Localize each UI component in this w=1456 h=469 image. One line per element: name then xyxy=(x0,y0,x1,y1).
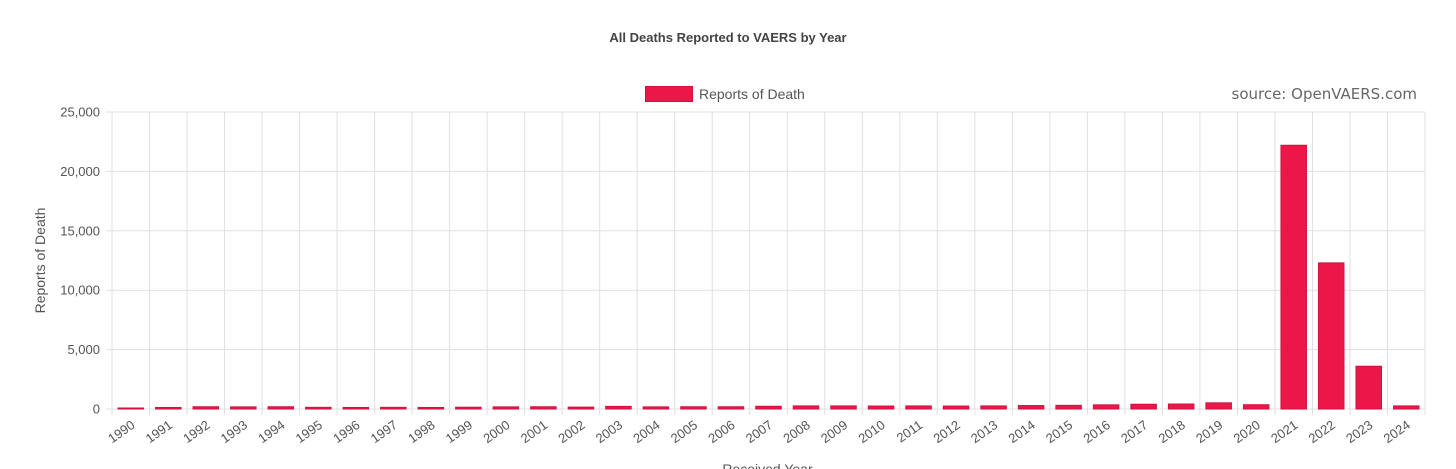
x-tick-label: 1990 xyxy=(105,417,137,446)
x-tick-label: 2000 xyxy=(480,417,512,446)
bar-1991[interactable] xyxy=(155,406,182,410)
x-tick-label: 2020 xyxy=(1231,417,1263,446)
bar-2010[interactable] xyxy=(867,405,895,410)
x-tick-label: 2019 xyxy=(1193,417,1225,446)
bar-2017[interactable] xyxy=(1130,403,1157,410)
bar-1992[interactable] xyxy=(192,406,220,410)
x-tick-label: 2005 xyxy=(668,417,700,446)
y-axis-title: Reports of Death xyxy=(32,208,48,314)
bar-2000[interactable] xyxy=(492,406,520,410)
x-tick-label: 1996 xyxy=(330,417,362,446)
grid-layer xyxy=(106,111,1426,415)
bar-1990[interactable] xyxy=(117,407,145,410)
y-tick-label: 20,000 xyxy=(60,164,100,179)
x-tick-label: 2017 xyxy=(1118,417,1150,446)
bar-2016[interactable] xyxy=(1092,404,1120,410)
bar-2019[interactable] xyxy=(1205,402,1232,410)
bar-1996[interactable] xyxy=(342,406,370,410)
bar-2023[interactable] xyxy=(1355,365,1382,410)
x-tick-label: 2015 xyxy=(1043,417,1075,446)
y-tick-label: 0 xyxy=(93,402,100,417)
x-tick-label: 2012 xyxy=(930,417,962,446)
bar-2008[interactable] xyxy=(792,405,820,410)
bar-2012[interactable] xyxy=(942,405,970,410)
x-tick-label: 1997 xyxy=(368,417,400,446)
x-tick-label: 2022 xyxy=(1306,417,1338,446)
bar-1998[interactable] xyxy=(417,406,445,410)
x-tick-label: 2011 xyxy=(894,417,926,445)
x-tick-label: 1998 xyxy=(405,417,437,446)
source-note: source: OpenVAERS.com xyxy=(1231,85,1418,103)
x-tick-label: 2018 xyxy=(1156,417,1188,446)
x-axis-title: Received Year xyxy=(722,461,813,469)
bar-2007[interactable] xyxy=(755,405,782,410)
bar-1997[interactable] xyxy=(380,406,407,410)
bar-2015[interactable] xyxy=(1055,404,1082,410)
x-tick-label: 2008 xyxy=(780,417,812,446)
x-tick-label: 1993 xyxy=(218,417,250,446)
bar-2011[interactable] xyxy=(905,405,932,410)
bar-2020[interactable] xyxy=(1242,404,1270,410)
bar-2002[interactable] xyxy=(567,406,595,410)
x-tick-label: 2007 xyxy=(743,417,775,446)
bar-2003[interactable] xyxy=(605,405,632,410)
legend-label: Reports of Death xyxy=(699,86,805,102)
bar-2001[interactable] xyxy=(530,406,557,410)
y-tick-label: 15,000 xyxy=(60,223,100,238)
y-tick-label: 25,000 xyxy=(60,105,100,120)
y-tick-label: 5,000 xyxy=(67,342,100,357)
x-tick-label: 2014 xyxy=(1006,417,1038,446)
bar-1999[interactable] xyxy=(455,406,482,410)
bar-1995[interactable] xyxy=(305,406,332,410)
bar-2014[interactable] xyxy=(1017,405,1045,410)
x-tick-label: 1994 xyxy=(255,417,287,446)
x-tick-label: 2024 xyxy=(1381,417,1413,446)
bar-1993[interactable] xyxy=(230,406,257,410)
bar-2009[interactable] xyxy=(830,405,857,410)
x-tick-label: 2016 xyxy=(1081,417,1113,446)
x-tick-label: 2010 xyxy=(855,417,887,446)
x-tick-label: 2013 xyxy=(968,417,1000,446)
x-tick-label: 2009 xyxy=(818,417,850,446)
bar-2021[interactable] xyxy=(1280,144,1307,410)
bar-2006[interactable] xyxy=(717,406,745,410)
x-tick-label: 2001 xyxy=(518,417,550,446)
bar-2024[interactable] xyxy=(1392,405,1420,410)
bars-layer xyxy=(117,144,1420,410)
x-tick-label: 1995 xyxy=(293,417,325,446)
bar-2004[interactable] xyxy=(642,406,670,410)
legend-swatch xyxy=(645,86,693,102)
x-tick-label: 1991 xyxy=(143,417,175,446)
x-tick-label: 2023 xyxy=(1343,417,1375,446)
bar-2022[interactable] xyxy=(1317,262,1345,410)
y-tick-label: 10,000 xyxy=(60,283,100,298)
chart-title: All Deaths Reported to VAERS by Year xyxy=(609,30,847,45)
legend[interactable]: Reports of Death xyxy=(645,84,805,104)
x-tick-label: 1992 xyxy=(180,417,212,446)
bar-1994[interactable] xyxy=(267,406,295,410)
bar-2018[interactable] xyxy=(1167,403,1195,410)
x-tick-label: 2004 xyxy=(630,417,662,446)
x-tick-label: 2021 xyxy=(1268,417,1300,446)
x-tick-label: 2003 xyxy=(593,417,625,446)
bar-2005[interactable] xyxy=(680,406,707,410)
x-tick-label: 1999 xyxy=(443,417,475,446)
x-tick-label: 2002 xyxy=(555,417,587,446)
bar-2013[interactable] xyxy=(980,405,1007,410)
x-tick-label: 2006 xyxy=(705,417,737,446)
